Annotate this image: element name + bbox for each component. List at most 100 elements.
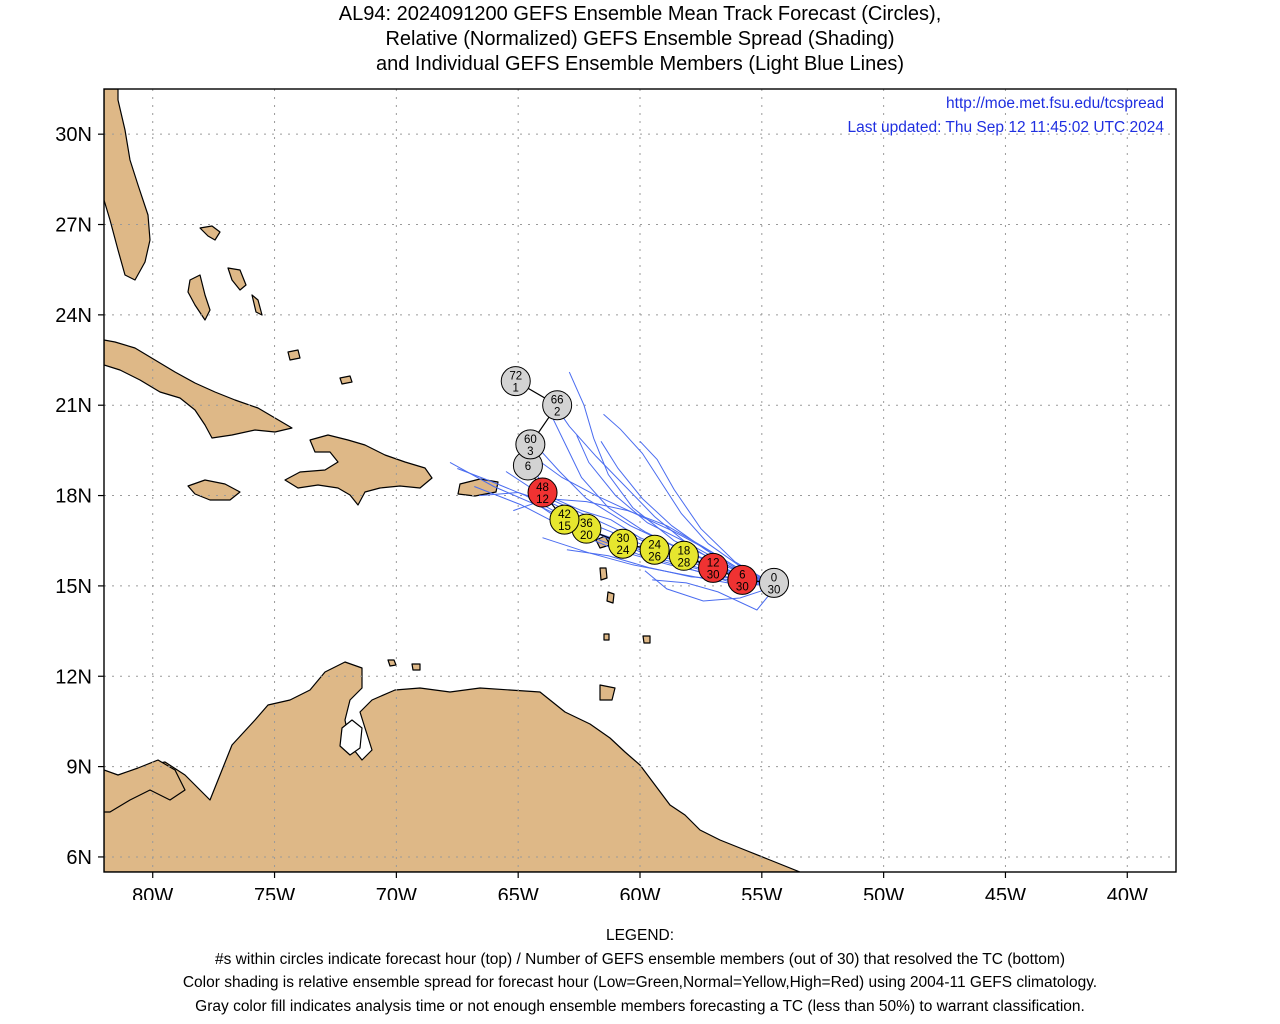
- member-count-label: 2: [554, 407, 560, 419]
- axis-ticks: 80W 75W 70W 65W 60W 55W 50W 45W 40W 30N 27N 24N 21N 1…: [55, 124, 1148, 900]
- lat-tick-label: 21N: [55, 395, 92, 417]
- forecast-hour-label: 48: [536, 482, 549, 494]
- lon-tick-label: 65W: [498, 885, 539, 900]
- forecast-circle-fill: [500, 366, 531, 397]
- lat-tick-label: 6N: [66, 847, 92, 869]
- bahamas-island-b: [251, 294, 263, 316]
- lon-tick-label: 75W: [254, 885, 295, 900]
- forecast-circle-fill: [668, 540, 699, 571]
- forecast-circle-fill: [639, 534, 670, 565]
- member-count-label: 28: [677, 557, 690, 569]
- legend: LEGEND: #s within circles indicate forec…: [0, 924, 1280, 1018]
- forecast-circle-fill: [759, 567, 789, 598]
- forecast-hour-label: 72: [509, 371, 522, 383]
- panama-landmass: [104, 759, 186, 813]
- bahamas-andros: [187, 274, 211, 321]
- lon-tick-label: 60W: [619, 885, 660, 900]
- tobago-trinidad: [599, 684, 616, 701]
- lat-tick-label: 12N: [55, 666, 92, 688]
- forecast-circle-fill: [698, 552, 729, 583]
- bahamas-island-c: [287, 349, 301, 361]
- forecast-hour-label: 60: [524, 434, 537, 446]
- lat-tick-label: 27N: [55, 215, 92, 237]
- forecast-circle-fill: [549, 504, 580, 535]
- bahamas-abaco: [199, 225, 221, 241]
- jamaica-island: [187, 479, 241, 501]
- forecast-circle-12: 721: [500, 366, 531, 397]
- ensemble-member-4: [603, 413, 777, 587]
- title-line-3: and Individual GEFS Ensemble Members (Li…: [375, 53, 905, 75]
- forecast-hour-label: 36: [580, 518, 593, 530]
- legend-heading: LEGEND:: [605, 927, 675, 944]
- south-america-landmass: [104, 661, 801, 872]
- lon-tick-label: 45W: [985, 885, 1026, 900]
- lake-maracaibo: [339, 719, 363, 756]
- margarita: [411, 663, 421, 671]
- map-title: AL94: 2024091200 GEFS Ensemble Mean Trac…: [0, 2, 1280, 77]
- member-count-label: 15: [558, 521, 571, 533]
- ensemble-member-12: [537, 447, 777, 587]
- member-count-label: 30: [736, 581, 749, 593]
- member-count-label: 3: [527, 446, 533, 458]
- hispaniola-island: [284, 434, 433, 506]
- forecast-hour-label: 24: [648, 539, 661, 551]
- member-count-label: 30: [707, 569, 720, 581]
- forecast-circle-10: 603: [515, 429, 546, 460]
- forecast-hour-label: 0: [771, 572, 777, 584]
- forecast-hour-label: 18: [677, 545, 690, 557]
- st-lucia: [606, 591, 615, 604]
- forecast-circles: 0306301230182824263024362042154812660366…: [500, 366, 789, 598]
- forecast-circle-11: 662: [542, 390, 573, 421]
- member-count-label: 26: [648, 551, 661, 563]
- ensemble-member-3: [551, 417, 777, 587]
- lat-tick-label: 30N: [55, 124, 92, 146]
- cuba-island: [104, 339, 293, 439]
- lon-tick-label: 50W: [863, 885, 904, 900]
- forecast-hour-label: 42: [558, 509, 571, 521]
- lon-tick-label: 80W: [132, 885, 173, 900]
- ensemble-member-9: [652, 579, 777, 611]
- forecast-hour-label: 66: [551, 395, 564, 407]
- legend-line-3: Gray color fill indicates analysis time …: [195, 997, 1085, 1015]
- source-url-link[interactable]: http://moe.met.fsu.edu/tcspread: [946, 95, 1164, 112]
- forecast-circle-fill: [727, 564, 758, 595]
- member-count-label: 1: [513, 383, 519, 395]
- forecast-circle-fill: [607, 528, 638, 559]
- netherlands-antilles: [387, 659, 397, 667]
- ensemble-member-8: [644, 570, 777, 602]
- member-count-label: 30: [768, 584, 781, 596]
- track-map: 0306301230182824263024362042154812660366…: [55, 88, 1177, 900]
- forecast-hour-label: 12: [707, 557, 720, 569]
- forecast-circle-1: 630: [727, 564, 758, 595]
- martinique: [599, 567, 608, 581]
- forecast-circle-fill: [515, 429, 546, 460]
- forecast-hour-label: 30: [617, 533, 630, 545]
- forecast-circle-0: 030: [759, 567, 789, 598]
- member-count-label: 24: [617, 545, 630, 557]
- legend-line-2: Color shading is relative ensemble sprea…: [182, 974, 1098, 991]
- title-line-1: AL94: 2024091200 GEFS Ensemble Mean Trac…: [338, 3, 942, 25]
- last-updated-text: Last updated: Thu Sep 12 11:45:02 UTC 20…: [847, 119, 1164, 136]
- barbados: [642, 635, 651, 644]
- legend-line-1: #s within circles indicate forecast hour…: [215, 950, 1065, 968]
- member-count-label: 20: [580, 530, 593, 542]
- forecast-hour-label: 6: [739, 569, 745, 581]
- lat-tick-label: 9N: [66, 757, 92, 779]
- grenada: [603, 633, 610, 641]
- lat-tick-label: 15N: [55, 576, 92, 598]
- lat-tick-label: 18N: [55, 486, 92, 508]
- forecast-circle-fill: [527, 477, 558, 508]
- lon-tick-label: 70W: [376, 885, 417, 900]
- lat-tick-label: 24N: [55, 305, 92, 327]
- forecast-circle-fill: [542, 390, 573, 421]
- forecast-hour-label: 6: [525, 461, 531, 473]
- bahamas-island-a: [227, 267, 247, 291]
- member-count-label: 12: [536, 494, 549, 506]
- lon-tick-label: 40W: [1107, 885, 1148, 900]
- lon-tick-label: 55W: [741, 885, 782, 900]
